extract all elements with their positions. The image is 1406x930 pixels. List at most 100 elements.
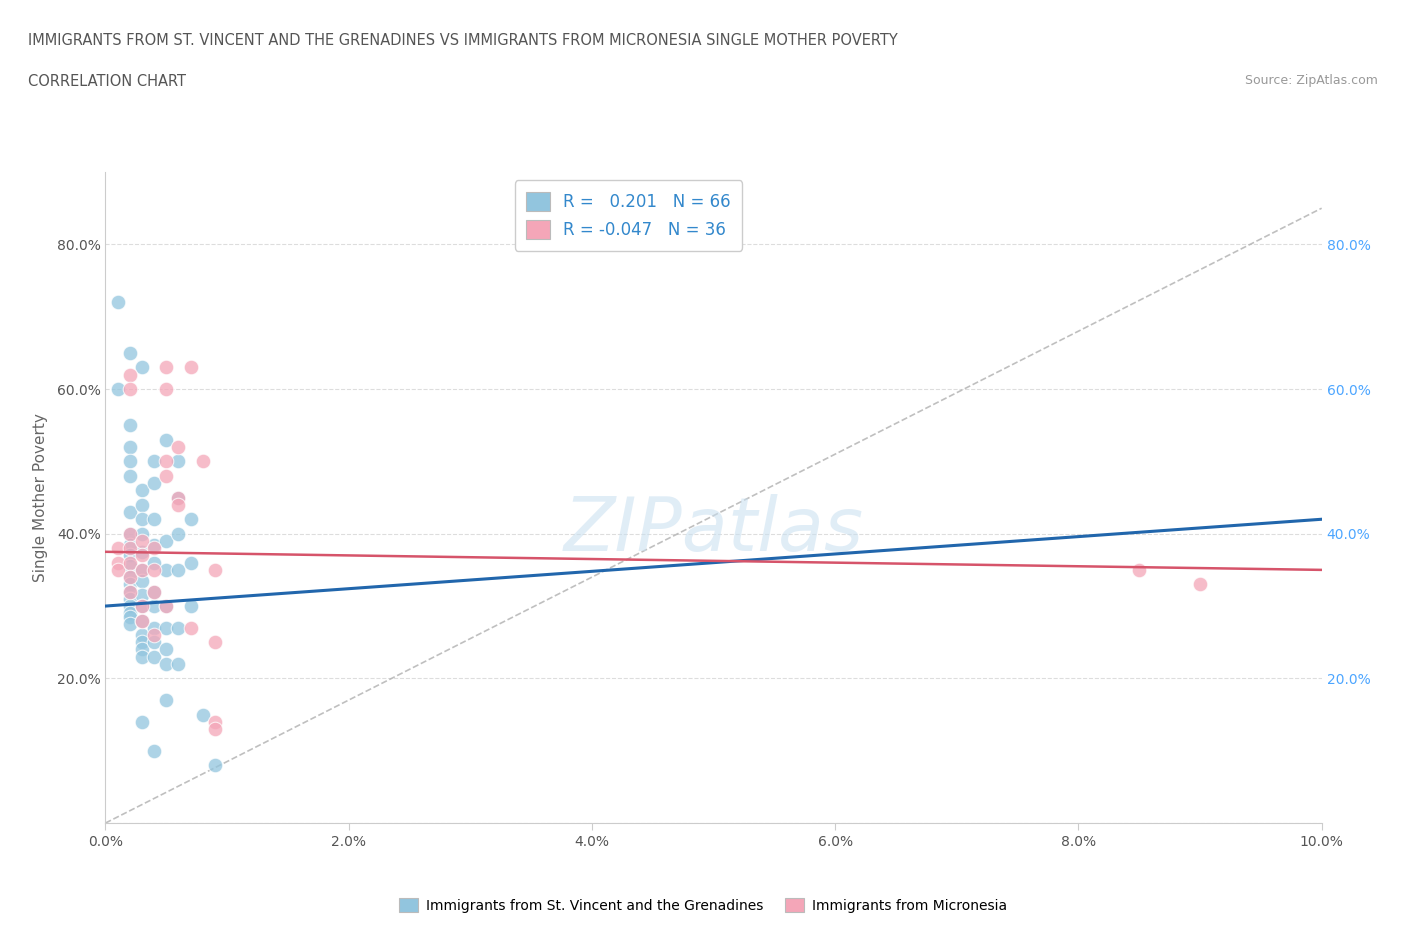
Text: IMMIGRANTS FROM ST. VINCENT AND THE GRENADINES VS IMMIGRANTS FROM MICRONESIA SIN: IMMIGRANTS FROM ST. VINCENT AND THE GREN… <box>28 33 898 47</box>
Point <box>167 563 190 578</box>
Point <box>131 613 153 628</box>
Point <box>131 599 153 614</box>
Point <box>107 381 129 396</box>
Point <box>118 599 141 614</box>
Point <box>118 540 141 555</box>
Point <box>155 454 177 469</box>
Point <box>131 649 153 664</box>
Point <box>131 498 153 512</box>
Point <box>155 469 177 484</box>
Point <box>107 540 129 555</box>
Point <box>180 599 202 614</box>
Point <box>131 588 153 603</box>
Point <box>131 534 153 549</box>
Point <box>167 620 190 635</box>
Point <box>118 526 141 541</box>
Point <box>118 570 141 585</box>
Point <box>204 635 226 650</box>
Legend: Immigrants from St. Vincent and the Grenadines, Immigrants from Micronesia: Immigrants from St. Vincent and the Gren… <box>394 893 1012 919</box>
Point <box>143 620 166 635</box>
Point <box>155 693 177 708</box>
Point <box>167 490 190 505</box>
Point <box>118 345 141 360</box>
Point <box>118 577 141 591</box>
Text: Source: ZipAtlas.com: Source: ZipAtlas.com <box>1244 74 1378 87</box>
Point <box>118 584 141 599</box>
Point <box>180 360 202 375</box>
Point <box>143 538 166 552</box>
Point <box>167 498 190 512</box>
Point <box>131 628 153 643</box>
Point <box>167 657 190 671</box>
Point <box>131 548 153 563</box>
Point <box>155 599 177 614</box>
Point <box>155 642 177 657</box>
Point <box>204 722 226 737</box>
Point <box>1189 577 1212 591</box>
Text: ZIPatlas: ZIPatlas <box>564 494 863 566</box>
Point <box>155 432 177 447</box>
Point <box>155 360 177 375</box>
Point <box>131 573 153 588</box>
Point <box>131 563 153 578</box>
Point <box>204 714 226 729</box>
Point <box>118 609 141 624</box>
Point <box>167 526 190 541</box>
Text: CORRELATION CHART: CORRELATION CHART <box>28 74 186 89</box>
Point <box>131 544 153 559</box>
Point <box>143 540 166 555</box>
Point <box>131 599 153 614</box>
Point <box>107 563 129 578</box>
Point <box>131 483 153 498</box>
Point <box>143 563 166 578</box>
Point <box>118 584 141 599</box>
Point <box>167 440 190 455</box>
Point <box>155 657 177 671</box>
Point <box>131 512 153 526</box>
Point <box>118 559 141 574</box>
Point <box>191 454 214 469</box>
Point <box>191 707 214 722</box>
Point <box>143 635 166 650</box>
Point <box>131 613 153 628</box>
Point <box>118 605 141 620</box>
Point <box>131 360 153 375</box>
Point <box>118 526 141 541</box>
Point <box>143 512 166 526</box>
Point <box>143 584 166 599</box>
Point <box>1128 563 1150 578</box>
Point <box>204 563 226 578</box>
Point <box>131 635 153 650</box>
Y-axis label: Single Mother Poverty: Single Mother Poverty <box>34 413 48 582</box>
Point <box>118 440 141 455</box>
Point <box>180 620 202 635</box>
Point <box>180 555 202 570</box>
Point <box>131 642 153 657</box>
Point <box>143 555 166 570</box>
Point <box>131 714 153 729</box>
Point <box>155 534 177 549</box>
Point <box>143 599 166 614</box>
Point <box>131 526 153 541</box>
Point <box>131 563 153 578</box>
Point <box>118 454 141 469</box>
Point <box>118 555 141 570</box>
Point <box>204 758 226 773</box>
Point <box>143 454 166 469</box>
Point <box>143 628 166 643</box>
Point <box>143 649 166 664</box>
Point <box>118 469 141 484</box>
Point <box>155 381 177 396</box>
Point <box>118 367 141 382</box>
Point <box>118 591 141 606</box>
Point <box>155 620 177 635</box>
Point <box>118 418 141 432</box>
Point <box>180 512 202 526</box>
Point <box>107 555 129 570</box>
Point <box>155 563 177 578</box>
Point <box>107 295 129 310</box>
Point <box>155 599 177 614</box>
Legend: R =   0.201   N = 66, R = -0.047   N = 36: R = 0.201 N = 66, R = -0.047 N = 36 <box>515 180 742 250</box>
Point <box>118 548 141 563</box>
Point <box>143 743 166 758</box>
